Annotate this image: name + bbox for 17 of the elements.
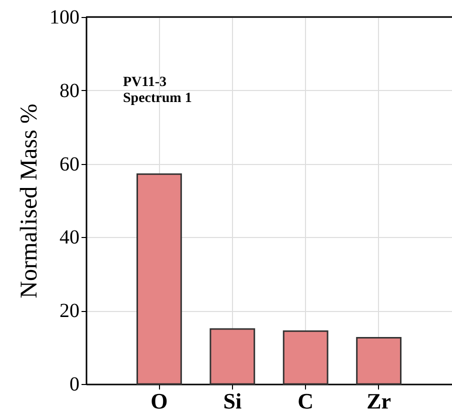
y-tick-label: 0 [70, 374, 80, 396]
annotation: PV11-3 [123, 75, 167, 90]
bar [136, 173, 182, 385]
y-tick-label: 100 [50, 6, 80, 28]
y-tick-label: 80 [60, 80, 80, 102]
annotation: Spectrum 1 [123, 91, 192, 106]
x-tick-label: O [150, 388, 168, 414]
bar [210, 328, 256, 385]
bar [356, 337, 402, 385]
y-axis-title: Normalised Mass % [16, 104, 42, 298]
x-tick-label: Zr [366, 388, 392, 414]
y-tick-label: 20 [60, 300, 80, 322]
bar [282, 330, 328, 385]
y-tick-label: 40 [60, 226, 80, 249]
y-tick-label: 60 [60, 153, 80, 176]
x-tick-label: Si [223, 388, 242, 414]
x-tick-label: C [298, 388, 314, 414]
